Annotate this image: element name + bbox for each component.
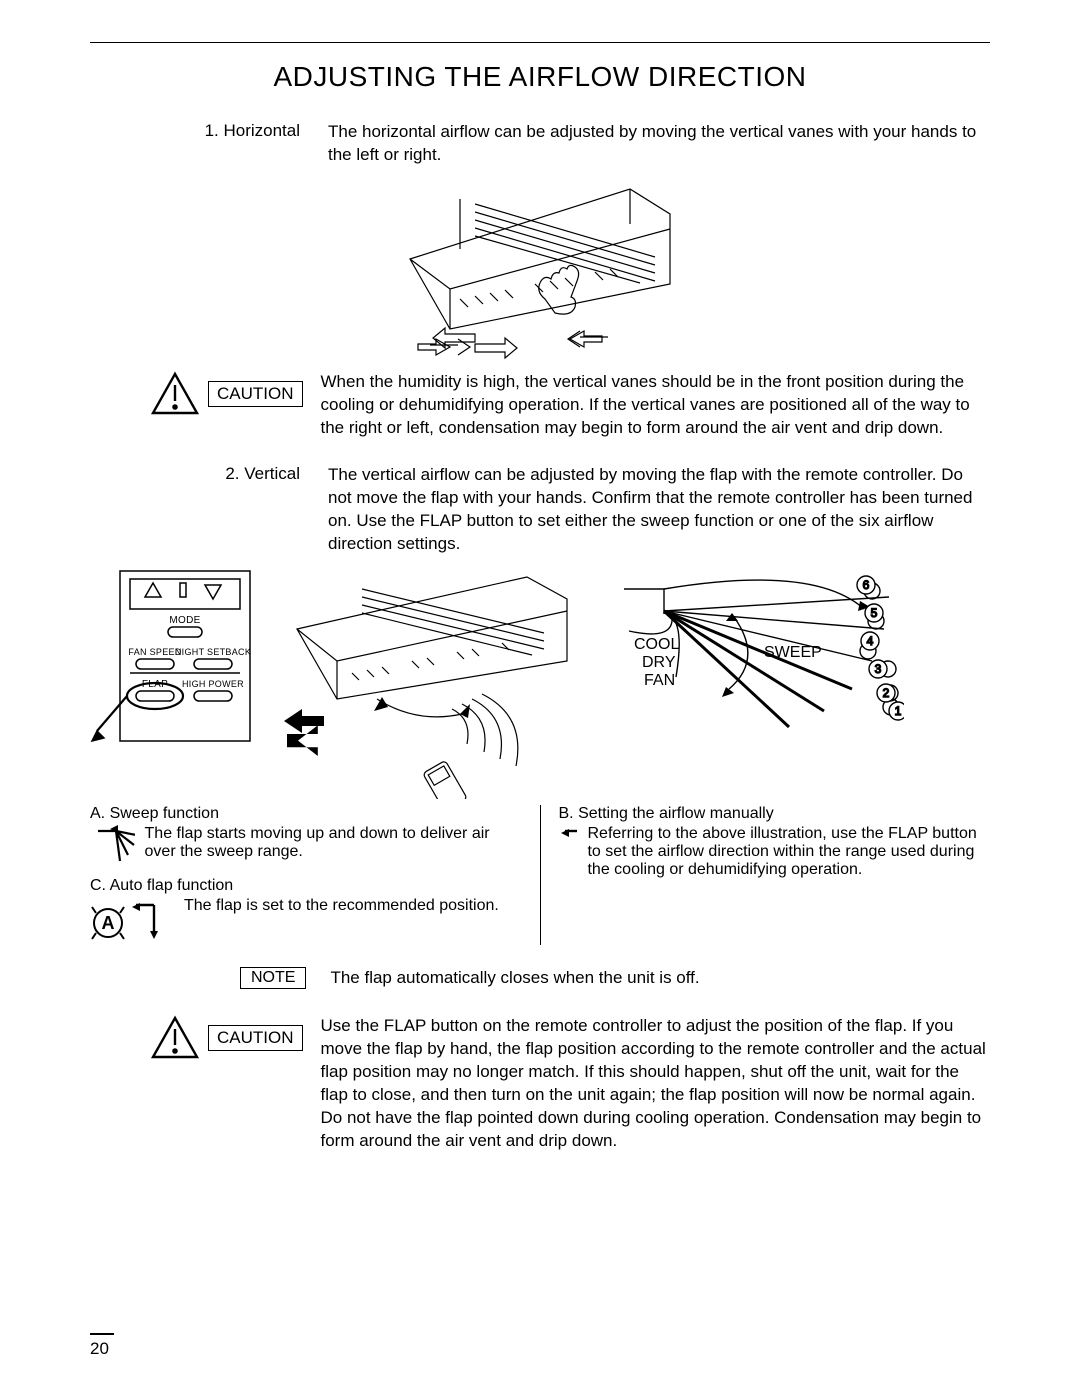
svg-text:5: 5 <box>871 606 878 620</box>
angle-diagram: 6 5 4 3 2 1 COOLDRYFAN SWEEP <box>614 569 904 739</box>
caution-icon: CAUTION <box>150 371 303 417</box>
manual-flap-icon <box>559 825 578 881</box>
caution1-text: When the humidity is high, the vertical … <box>321 371 991 440</box>
funcC-text: The flap is set to the recommended posit… <box>184 897 499 915</box>
caution-label: CAUTION <box>208 381 303 407</box>
unit-hand-illustration <box>380 179 700 359</box>
caution-label: CAUTION <box>208 1025 303 1051</box>
funcB-title: B. Setting the airflow manually <box>559 805 991 823</box>
remote-illustration: MODE FAN SPEED NIGHT SETBACK FLAP HIGH P… <box>90 569 270 744</box>
modes-label: COOLDRYFAN <box>634 636 679 689</box>
funcA-title: A. Sweep function <box>90 805 522 823</box>
funcA-text: The flap starts moving up and down to de… <box>145 825 522 861</box>
page-title: ADJUSTING THE AIRFLOW DIRECTION <box>90 61 990 93</box>
note-text: The flap automatically closes when the u… <box>330 968 699 988</box>
svg-text:A: A <box>102 913 115 933</box>
sweep-icon <box>90 825 135 869</box>
section2-text: The vertical airflow can be adjusted by … <box>328 464 990 556</box>
section1-text: The horizontal airflow can be adjusted b… <box>328 121 990 167</box>
caution-icon: CAUTION <box>150 1015 303 1061</box>
caution2-text: Use the FLAP button on the remote contro… <box>321 1015 991 1153</box>
svg-text:NIGHT SETBACK: NIGHT SETBACK <box>175 647 251 657</box>
svg-text:2: 2 <box>883 686 890 700</box>
svg-text:4: 4 <box>867 634 874 648</box>
svg-text:MODE: MODE <box>169 615 200 626</box>
note-label: NOTE <box>240 967 306 989</box>
funcC-title: C. Auto flap function <box>90 877 522 895</box>
unit-remote-illustration <box>282 569 602 799</box>
section2-lead: 2. Vertical <box>180 464 300 484</box>
svg-text:3: 3 <box>875 662 882 676</box>
svg-text:1: 1 <box>895 704 902 718</box>
svg-text:6: 6 <box>863 578 870 592</box>
section1-lead: 1. Horizontal <box>180 121 300 141</box>
svg-text:FAN SPEED: FAN SPEED <box>128 647 181 657</box>
auto-flap-icon: A <box>90 897 174 945</box>
funcB-text: Referring to the above illustration, use… <box>587 825 990 879</box>
page-number: 20 <box>90 1339 109 1359</box>
svg-text:FLAP: FLAP <box>142 679 168 690</box>
sweep-label: SWEEP <box>764 644 822 661</box>
svg-text:HIGH POWER: HIGH POWER <box>182 679 244 689</box>
